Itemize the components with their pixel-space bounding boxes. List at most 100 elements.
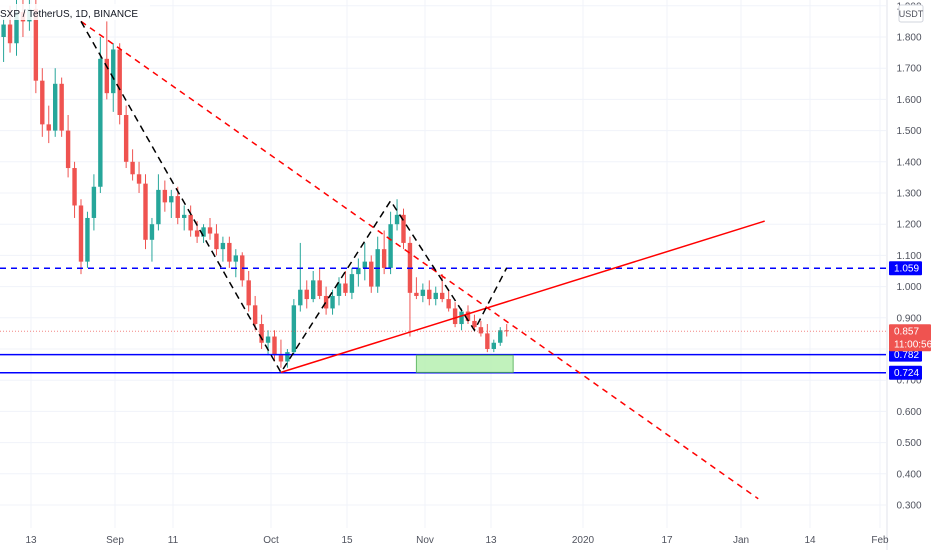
price-tags: 1.059 0.782 0.724 0.857 11:00:56 (889, 261, 932, 380)
candle (182, 205, 187, 231)
candle-body (246, 280, 251, 306)
candle (91, 174, 97, 231)
candle (381, 230, 387, 275)
x-tick-label: Jan (733, 535, 749, 546)
header-background (0, 4, 150, 20)
candle (420, 283, 426, 303)
candle (375, 236, 380, 293)
candle (440, 274, 445, 303)
y-tick-label: 1.300 (896, 189, 921, 200)
candle (214, 224, 219, 256)
candle-body (452, 308, 458, 325)
y-tick-label: 0.500 (896, 438, 921, 449)
candle-body (349, 274, 355, 293)
candle-body (175, 196, 180, 218)
y-tick-label: 0.400 (896, 469, 921, 480)
candle-body (98, 58, 103, 187)
candle-body (304, 289, 309, 300)
descending-trendline (80, 20, 759, 500)
candle (188, 205, 193, 237)
candle-body (414, 292, 419, 296)
y-tick-label: 0.600 (896, 407, 921, 418)
candle (207, 217, 213, 240)
y-tick-label: 1.100 (896, 251, 921, 262)
candle-body (7, 24, 13, 44)
candle (265, 330, 271, 356)
y-tick-label: 1.400 (896, 157, 921, 168)
candle-body (53, 83, 58, 131)
candle (491, 339, 496, 353)
candle-body (485, 333, 490, 349)
candle-body (188, 214, 193, 231)
candle (272, 330, 277, 362)
candle-body (336, 283, 342, 296)
candle-body (504, 330, 509, 332)
candle (472, 314, 477, 331)
candle (485, 324, 490, 353)
candle (72, 161, 77, 218)
candle (356, 258, 361, 287)
target-zone (415, 354, 514, 373)
candle-body (169, 196, 174, 203)
candle (394, 199, 400, 231)
candle (220, 236, 226, 262)
candle-body (59, 83, 64, 131)
x-tick-label: 15 (341, 535, 353, 546)
candle (317, 267, 322, 300)
support-2-price-tag-bg (889, 365, 922, 380)
candle (233, 249, 238, 278)
candle-body (420, 289, 426, 296)
last-price-tag-bg (889, 324, 931, 352)
ascending-trendline (280, 220, 765, 374)
candle-body (194, 230, 200, 237)
pattern-projection (80, 21, 508, 374)
candle (104, 21, 109, 100)
candle-body (394, 214, 400, 225)
candle-body (40, 80, 45, 125)
candle-body (78, 205, 84, 262)
candle-body (182, 214, 187, 218)
candle (401, 208, 406, 250)
y-tick-label: 1.500 (896, 126, 921, 137)
candle (278, 339, 284, 368)
candle-body (369, 261, 374, 287)
candle (285, 349, 290, 368)
candle (85, 211, 90, 268)
candle-body (156, 189, 161, 225)
currency-badge[interactable] (898, 4, 924, 23)
candle-body (362, 261, 367, 268)
candle (78, 199, 84, 275)
x-tick-label: 17 (661, 535, 673, 546)
time-axis[interactable]: 13 Sep 11 Oct 15 Nov 13 2020 17 Jan 14 Feb (25, 535, 889, 546)
x-tick-label: Oct (263, 535, 279, 546)
candle (414, 277, 419, 300)
candle (156, 174, 161, 231)
y-tick-label: 1.000 (896, 282, 921, 293)
candle-body (472, 320, 477, 328)
candle (311, 271, 316, 303)
candle-body (143, 183, 148, 240)
y-tick-label: 1.600 (896, 95, 921, 106)
candle (498, 327, 503, 346)
candle-body (459, 311, 464, 325)
candle (446, 289, 451, 312)
candle-body (272, 336, 277, 356)
x-tick-label: Nov (416, 535, 434, 546)
candle-body (265, 336, 271, 343)
x-tick-label: Feb (871, 535, 889, 546)
candle-body (227, 242, 232, 262)
candle (304, 280, 309, 309)
candle-body (278, 355, 284, 362)
x-tick-label: 13 (25, 535, 37, 546)
candle-body (285, 352, 290, 362)
candle-body (214, 233, 219, 250)
candle-body (298, 289, 303, 306)
y-tick-label: 1.200 (896, 220, 921, 231)
y-tick-label: 0.300 (896, 501, 921, 512)
candle-body (323, 295, 329, 309)
candle-body (381, 249, 387, 268)
candle-body (252, 305, 258, 325)
candle-body (388, 224, 393, 268)
candle (349, 267, 355, 300)
